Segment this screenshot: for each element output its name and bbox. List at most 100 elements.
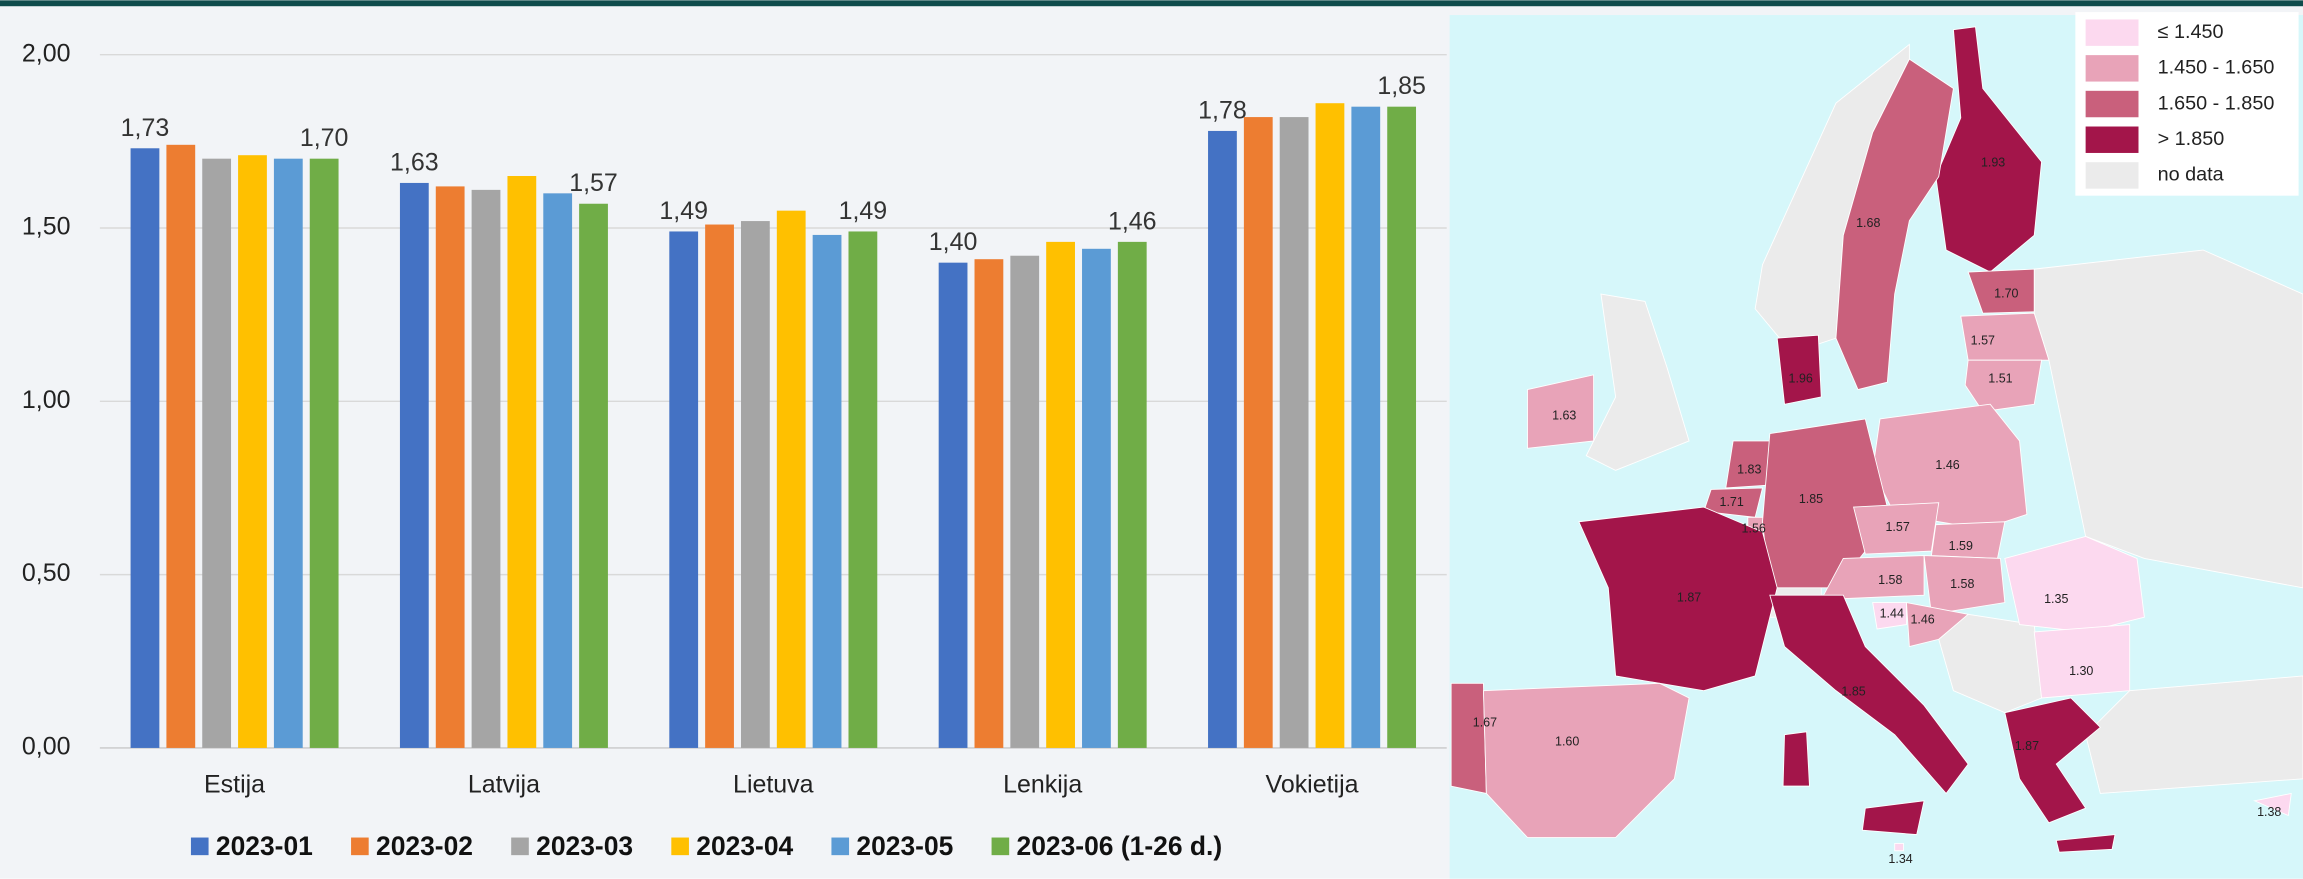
region: [1776, 334, 1822, 405]
y-tick-label: 0,50: [22, 559, 71, 587]
region-label: 1.34: [1888, 852, 1912, 866]
region-label: 1.70: [1994, 286, 2018, 300]
region: [1964, 359, 2043, 413]
legend-label: 2023-03: [536, 831, 633, 861]
map-legend-swatch: [2085, 162, 2139, 189]
map-legend-label: 1.650 - 1.850: [2158, 92, 2275, 114]
bar: [399, 182, 429, 748]
bar: [1082, 248, 1111, 748]
data-label: 1,85: [1377, 72, 1426, 100]
legend-label: 2023-02: [376, 831, 473, 861]
region: [1905, 601, 1970, 648]
region: [1835, 58, 1954, 391]
bar: [938, 262, 968, 748]
region-label: 1.87: [2015, 739, 2039, 753]
bar: [740, 221, 770, 748]
legend-swatch: [351, 837, 369, 856]
bar: [1117, 241, 1147, 748]
legend-label: 2023-06 (1-26 d.): [1017, 831, 1223, 861]
region: [1527, 374, 1595, 449]
region: [1894, 842, 1904, 852]
region: [1923, 555, 2006, 615]
data-label: 1,70: [300, 124, 349, 152]
region-label: 1.56: [1742, 521, 1766, 535]
top-bar: [0, 0, 2303, 7]
data-label: 1,49: [839, 197, 888, 225]
map-legend-label: 1.450 - 1.650: [2158, 57, 2275, 79]
region: [1482, 682, 1690, 838]
region: [1782, 731, 1810, 787]
bar: [812, 234, 842, 748]
bar: [1010, 255, 1040, 748]
region-label: 1.87: [1677, 590, 1701, 604]
region-label: 1.57: [1971, 333, 1995, 347]
legend-label: 2023-01: [216, 831, 313, 861]
bar: [848, 231, 878, 748]
legend-swatch: [190, 837, 209, 856]
map-legend-label: no data: [2158, 164, 2225, 186]
region: [1872, 602, 1907, 630]
region: [1450, 682, 1487, 795]
x-tick-label: Lietuva: [733, 771, 814, 799]
region-label: 1.67: [1473, 715, 1497, 729]
region-label: 1.30: [2069, 664, 2093, 678]
map-legend-swatch: [2085, 19, 2139, 46]
region-label: 1.46: [1935, 458, 1959, 472]
bar: [435, 186, 465, 748]
bar: [1243, 117, 1273, 748]
region-label: 1.93: [1981, 156, 2005, 170]
bar: [1351, 106, 1381, 748]
bar: [974, 259, 1004, 748]
bar: [1315, 103, 1345, 748]
data-label: 1,57: [569, 169, 618, 197]
data-label: 1,78: [1198, 96, 1247, 124]
legend-label: 2023-04: [696, 831, 793, 861]
region-label: 1.96: [1789, 372, 1813, 386]
bar: [202, 158, 232, 748]
map-legend-label: > 1.850: [2158, 128, 2225, 150]
bar: [1387, 106, 1417, 748]
legend-swatch: [991, 837, 1010, 856]
y-tick-label: 1,00: [22, 386, 71, 414]
region: [2004, 535, 2145, 633]
bar: [543, 193, 573, 748]
data-label: 1,73: [121, 114, 170, 142]
bar-chart: 0,00 0,50 1,00 1,50 2,00 Estija 1,73 1,70 Latvij…: [22, 39, 1447, 861]
x-tick-label: Latvija: [468, 771, 540, 799]
y-tick-label: 1,50: [22, 213, 71, 241]
x-tick-label: Lenkija: [1003, 771, 1082, 799]
region: [1578, 506, 1778, 692]
bar: [1279, 117, 1309, 748]
map: 1.93 1.68 1.70 1.57 1.51 1.96 1.63 1.46 1.83 1.71…: [1449, 12, 2303, 879]
legend-swatch: [511, 837, 529, 856]
region: [1967, 268, 2035, 314]
data-label: 1,49: [659, 197, 708, 225]
bar: [1208, 130, 1237, 748]
region-label: 1.58: [1950, 577, 1974, 591]
region-label: 1.71: [1720, 495, 1744, 509]
y-tick-label: 0,00: [22, 733, 71, 761]
region-label: 1.85: [1799, 492, 1823, 506]
region: [2055, 834, 2116, 853]
region: [1820, 555, 1925, 601]
region-label: 1.83: [1737, 463, 1761, 477]
data-label: 1,63: [390, 148, 439, 176]
region-label: 1.51: [1988, 372, 2012, 386]
legend-label: 2023-05: [856, 831, 953, 861]
bar: [579, 203, 608, 748]
land-no-data: [1585, 293, 1690, 471]
map-legend-swatch: [2085, 126, 2139, 153]
bar: [1046, 241, 1075, 748]
bar: [273, 158, 303, 748]
data-label: 1,46: [1108, 207, 1157, 235]
region: [1853, 502, 1940, 555]
legend-swatch: [831, 837, 850, 856]
region-label: 1.35: [2044, 592, 2068, 606]
region: [1769, 594, 1969, 795]
region-label: 1.58: [1878, 573, 1902, 587]
region-label: 1.59: [1949, 539, 1973, 553]
region-label: 1.85: [1841, 684, 1865, 698]
region: [2033, 624, 2131, 699]
